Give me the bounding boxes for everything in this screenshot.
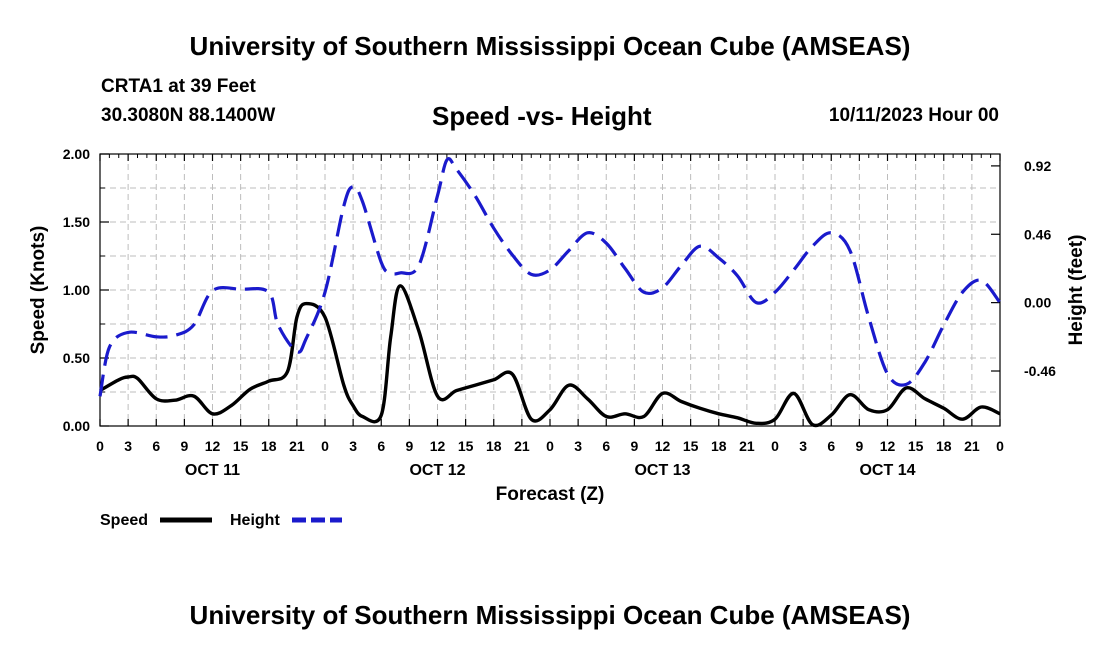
x-tick-label: 9 <box>405 438 413 454</box>
x-tick-label: 15 <box>458 438 474 454</box>
speed-series-line <box>99 284 1001 428</box>
day-label: OCT 13 <box>634 462 690 479</box>
x-tick-label: 0 <box>771 438 779 454</box>
x-tick-label: 21 <box>964 438 980 454</box>
x-tick-label: 3 <box>799 438 807 454</box>
x-axis-label: Forecast (Z) <box>496 484 605 505</box>
y2-axis-label: Height (feet) <box>1066 235 1087 346</box>
y2-tick-label: -0.46 <box>1024 363 1056 379</box>
legend-speed-label: Speed <box>100 512 148 529</box>
x-tick-label: 15 <box>683 438 699 454</box>
y-tick-label: 1.00 <box>63 282 90 298</box>
x-tick-label: 3 <box>349 438 357 454</box>
day-label: OCT 14 <box>859 462 915 479</box>
x-tick-label: 0 <box>546 438 554 454</box>
axis-ticks: 0 3 6 9 12 15 18 21 0 3 6 9 12 15 18 21 0 3 6 9 12 15 18 21 0 3 6 9… <box>63 146 1056 479</box>
legend-height-label: Height <box>230 512 280 529</box>
y2-tick-label: 0.00 <box>1024 295 1051 311</box>
x-tick-label: 6 <box>827 438 835 454</box>
x-tick-label: 0 <box>996 438 1004 454</box>
x-tick-label: 12 <box>205 438 221 454</box>
day-label: OCT 11 <box>185 462 240 479</box>
y-axis-label: Speed (Knots) <box>28 226 49 355</box>
x-tick-label: 12 <box>430 438 446 454</box>
main-title: University of Southern Mississippi Ocean… <box>189 31 911 61</box>
x-tick-label: 15 <box>908 438 924 454</box>
x-tick-label: 21 <box>289 438 305 454</box>
forecast-datestamp: 10/11/2023 Hour 00 <box>828 105 999 126</box>
coordinates-label: 30.3080N 88.1400W <box>101 105 276 126</box>
x-tick-label: 3 <box>124 438 132 454</box>
x-tick-label: 18 <box>936 438 952 454</box>
chart-subtitle: Speed -vs- Height <box>432 101 652 131</box>
x-tick-label: 6 <box>602 438 610 454</box>
legend: Speed Height <box>100 512 342 529</box>
x-tick-label: 9 <box>630 438 638 454</box>
x-tick-label: 15 <box>233 438 249 454</box>
x-tick-label: 9 <box>855 438 863 454</box>
y-tick-label: 0.00 <box>63 418 90 434</box>
series-layer <box>98 157 1002 428</box>
y2-tick-label: 0.46 <box>1024 226 1051 242</box>
x-tick-label: 9 <box>180 438 188 454</box>
x-tick-label: 3 <box>574 438 582 454</box>
x-tick-label: 12 <box>880 438 896 454</box>
x-tick-label: 6 <box>152 438 160 454</box>
x-tick-label: 6 <box>377 438 385 454</box>
station-label: CRTA1 at 39 Feet <box>101 76 256 97</box>
y-tick-label: 1.50 <box>63 214 90 230</box>
day-label: OCT 12 <box>409 462 465 479</box>
x-tick-label: 21 <box>739 438 755 454</box>
x-tick-label: 18 <box>261 438 277 454</box>
x-tick-label: 21 <box>514 438 530 454</box>
x-tick-label: 12 <box>655 438 671 454</box>
x-tick-label: 18 <box>486 438 502 454</box>
y2-tick-label: 0.92 <box>1024 158 1051 174</box>
bottom-title: University of Southern Mississippi Ocean… <box>189 600 911 630</box>
y-tick-label: 0.50 <box>63 350 90 366</box>
y-tick-label: 2.00 <box>63 146 90 162</box>
x-tick-label: 18 <box>711 438 727 454</box>
x-tick-label: 0 <box>96 438 104 454</box>
x-tick-label: 0 <box>321 438 329 454</box>
height-series-line <box>98 157 1002 397</box>
